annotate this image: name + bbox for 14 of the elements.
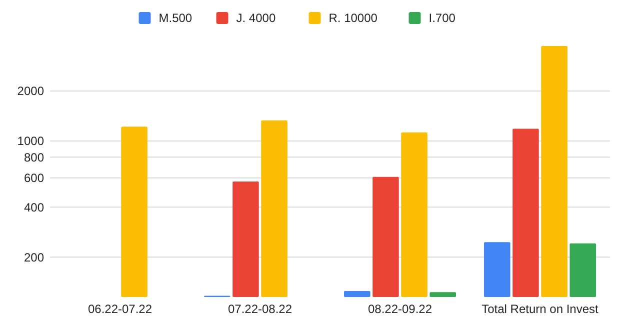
x-tick-label: Total Return on Invest [482, 302, 600, 316]
y-tick-label: 2000 [17, 84, 44, 98]
y-tick-label: 600 [24, 171, 44, 186]
y-tick-label: 800 [24, 150, 44, 164]
y-tick-label: 400 [24, 200, 44, 214]
legend-label: M.500 [158, 11, 192, 26]
x-tick-label: 07.22-08.22 [228, 302, 292, 316]
x-tick-label: 06.22-07.22 [88, 302, 152, 316]
y-tick-label: 200 [24, 250, 44, 264]
legend-label: J. 4000 [236, 11, 276, 26]
y-tick-label: 1000 [17, 134, 44, 148]
legend-label: I.700 [428, 11, 456, 26]
legend-label: R. 10000 [328, 11, 378, 26]
x-tick-label: 08.22-09.22 [368, 302, 432, 316]
